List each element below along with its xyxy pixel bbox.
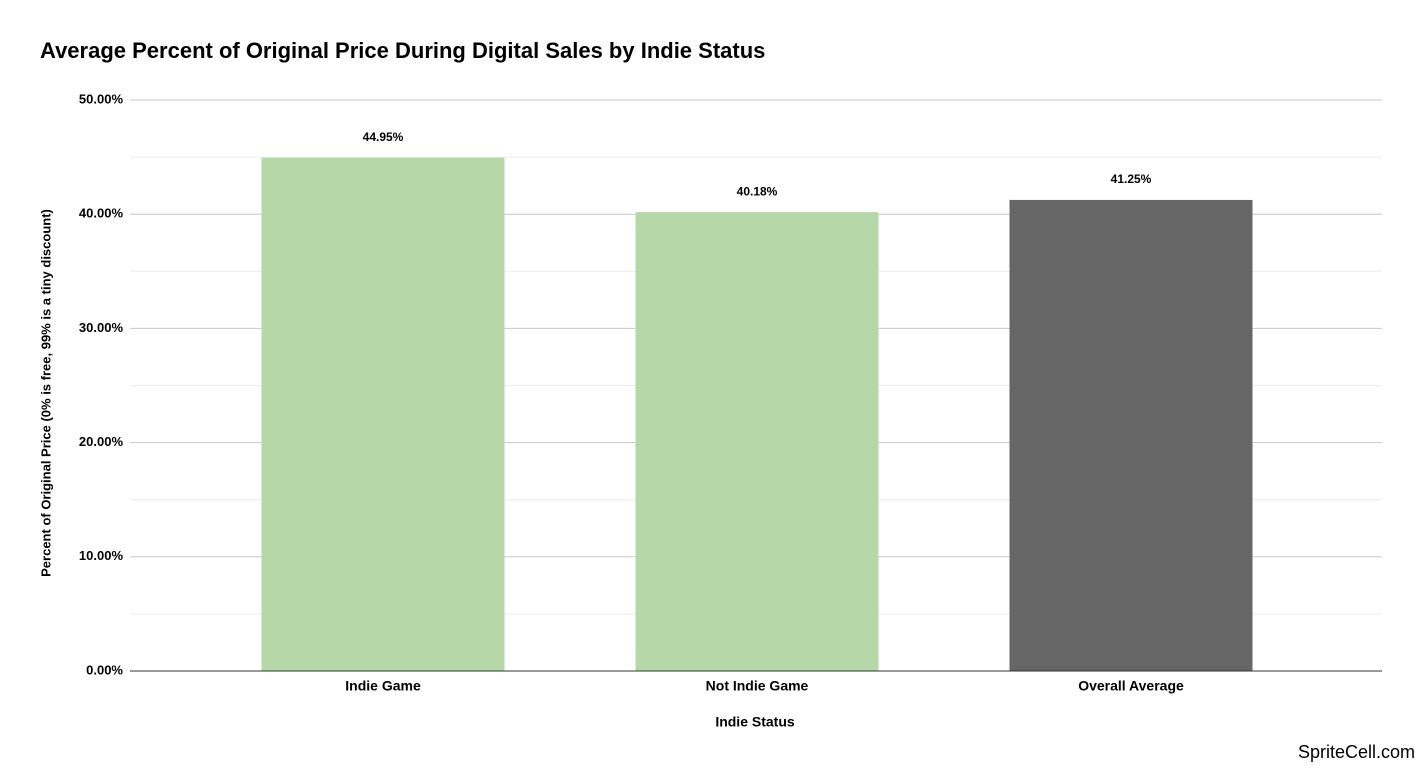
bar <box>635 212 879 671</box>
x-tick-label: Indie Game <box>345 678 421 694</box>
chart-title: Average Percent of Original Price During… <box>40 38 765 63</box>
x-tick-label: Overall Average <box>1078 678 1184 694</box>
value-label: 44.95% <box>363 130 404 144</box>
x-axis-title: Indie Status <box>715 714 795 730</box>
y-tick-label: 30.00% <box>79 320 124 335</box>
value-label: 41.25% <box>1111 172 1152 186</box>
bar <box>261 157 505 671</box>
watermark: SpriteCell.com <box>1298 742 1415 762</box>
value-label: 40.18% <box>737 184 778 198</box>
x-tick-label: Not Indie Game <box>706 678 809 694</box>
y-tick-label: 10.00% <box>79 548 124 563</box>
y-tick-label: 50.00% <box>79 91 124 106</box>
y-axis-title: Percent of Original Price (0% is free, 9… <box>38 209 53 577</box>
y-tick-label: 20.00% <box>79 434 124 449</box>
y-tick-label: 40.00% <box>79 206 124 221</box>
bar <box>1009 199 1253 672</box>
y-tick-label: 0.00% <box>86 662 123 677</box>
